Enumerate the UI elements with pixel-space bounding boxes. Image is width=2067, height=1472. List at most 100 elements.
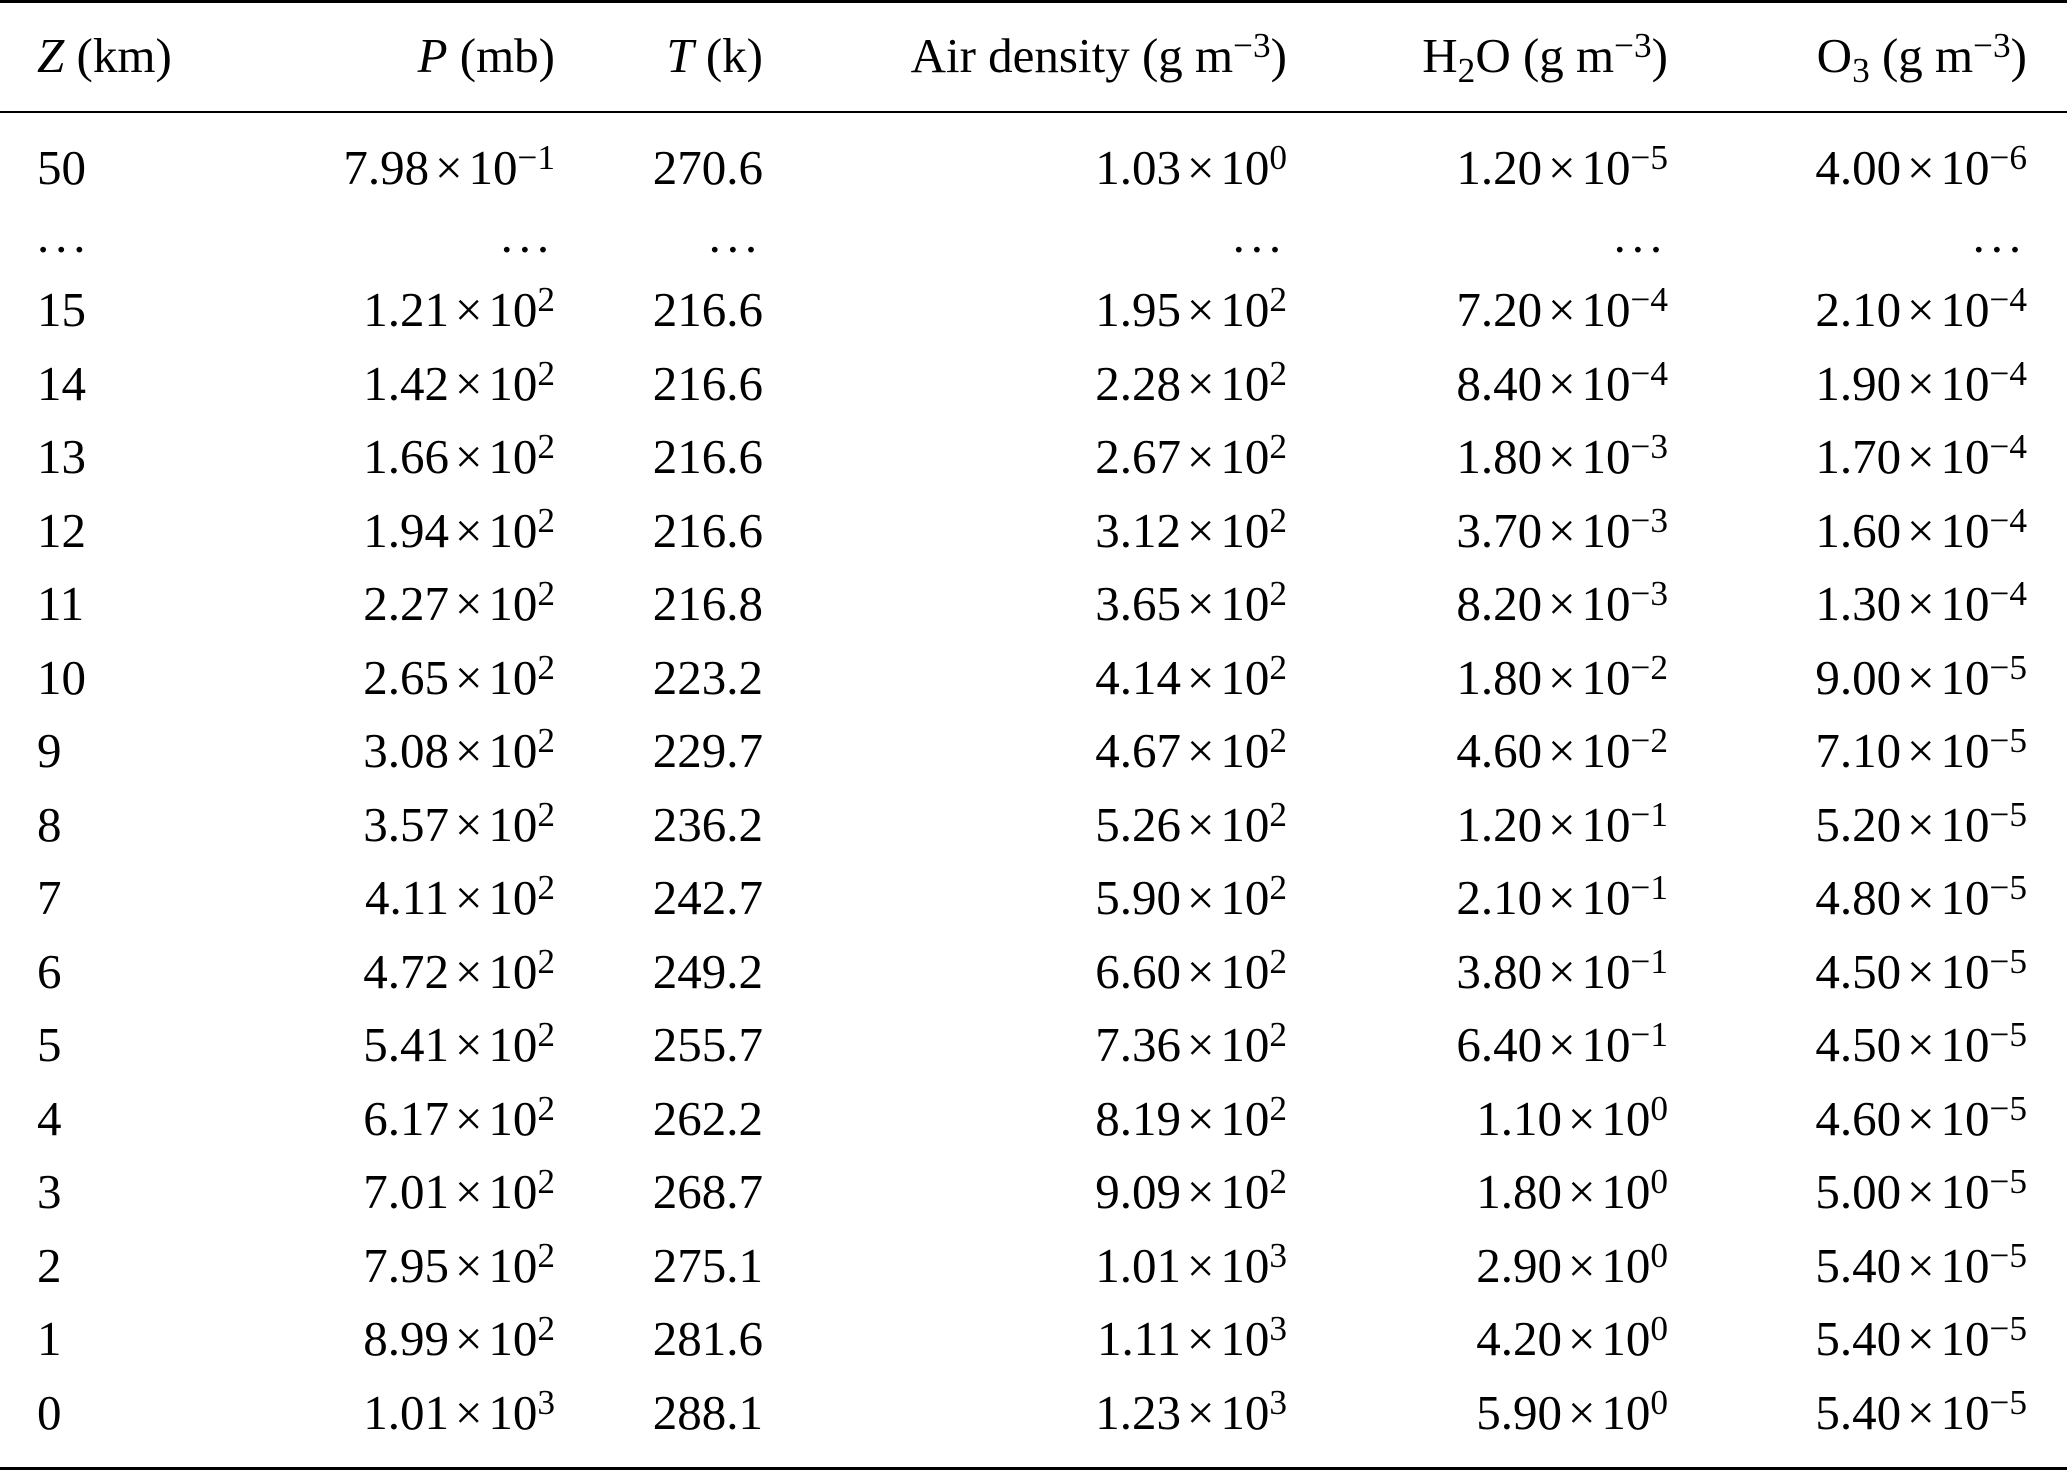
cell-z: 1 [37, 1311, 62, 1366]
cell-temperature: 216.6 [652, 429, 763, 484]
header-temperature: T (k) [666, 28, 763, 83]
cell-temperature: 255.7 [652, 1017, 763, 1072]
cell-air-density: 1.01 × 103 [1095, 1235, 1287, 1293]
cell-z: 50 [37, 140, 86, 195]
cell-z: 3 [37, 1164, 62, 1219]
cell-o3: 5.20 × 10−5 [1815, 794, 2027, 852]
table-row: 14 1.42 × 102 216.6 2.28 × 102 8.40 × 10−4 1.9… [0, 347, 2067, 421]
cell-pressure: 2.27 × 102 [363, 574, 555, 631]
cell-pressure: 1.94 × 102 [363, 500, 555, 558]
cell-o3: 5.40 × 10−5 [1815, 1309, 2027, 1366]
table-row: 2 7.95 × 102 275.1 1.01 × 103 2.90 × 100 5.40 ×… [0, 1229, 2067, 1303]
table-row: 12 1.94 × 102 216.6 3.12 × 102 3.70 × 10−3 1.6… [0, 494, 2067, 568]
header-row: Z (km) P (mb) T (k) Air density (g m−3) … [0, 19, 2067, 93]
cell-temperature: 216.6 [652, 502, 763, 558]
cell-pressure: 4.11 × 102 [365, 868, 555, 925]
cell-air-density: 9.09 × 102 [1095, 1162, 1287, 1219]
cell-temperature: 229.7 [652, 723, 763, 778]
cell-air-density: 1.23 × 103 [1095, 1382, 1287, 1440]
cell-temperature: 270.6 [652, 140, 763, 195]
table-row: 50 7.98 × 10−1 270.6 1.03 × 100 1.20 × 10−5 4.… [0, 131, 2067, 205]
cell-h2o: 4.60 × 10−2 [1456, 721, 1668, 778]
table-row: 10 2.65 × 102 223.2 4.14 × 102 1.80 × 10−2 9.0… [0, 641, 2067, 715]
cell-pressure: 1.01 × 103 [363, 1382, 555, 1440]
cell-z: 10 [37, 649, 86, 705]
cell-pressure: 7.01 × 102 [363, 1162, 555, 1219]
cell-z: 0 [37, 1384, 62, 1440]
cell-air-density: 1.03 × 100 [1095, 138, 1287, 195]
cell-pressure: 8.99 × 102 [363, 1309, 555, 1366]
cell-o3: 4.50 × 10−5 [1815, 1015, 2027, 1072]
cell-temperature: 216.8 [652, 576, 763, 631]
cell-pressure: 3.08 × 102 [363, 721, 555, 778]
cell-air-density: 6.60 × 102 [1095, 941, 1287, 999]
cell-air-density: 4.14 × 102 [1095, 647, 1287, 705]
header-h2o: H2O (g m−3) [1422, 26, 1668, 90]
cell-o3: 4.60 × 10−5 [1815, 1088, 2027, 1146]
cell-air-density: 2.67 × 102 [1095, 427, 1287, 484]
table-row: 1 8.99 × 102 281.6 1.11 × 103 4.20 × 100 5.40 ×… [0, 1302, 2067, 1376]
cell-pressure: 1.42 × 102 [363, 353, 555, 411]
header-z: Z (km) [37, 28, 172, 83]
cell-temperature: 268.7 [652, 1164, 763, 1219]
cell-h2o: 4.20 × 100 [1476, 1309, 1668, 1366]
cell-temperature: 216.6 [652, 282, 763, 337]
cell-temperature: 288.1 [652, 1384, 763, 1440]
cell-h2o: 2.10 × 10−1 [1456, 868, 1668, 925]
cell-temperature: 216.6 [652, 355, 763, 411]
ellipsis-air-density: ... [1232, 208, 1287, 263]
ellipsis-z: ... [37, 208, 92, 263]
table-row: 7 4.11 × 102 242.7 5.90 × 102 2.10 × 10−1 4.80… [0, 861, 2067, 935]
cell-air-density: 5.26 × 102 [1095, 794, 1287, 852]
cell-h2o: 1.80 × 100 [1476, 1162, 1668, 1219]
cell-o3: 2.10 × 10−4 [1815, 280, 2027, 337]
cell-o3: 5.00 × 10−5 [1815, 1162, 2027, 1219]
cell-h2o: 1.80 × 10−2 [1456, 647, 1668, 705]
cell-z: 4 [37, 1090, 62, 1146]
cell-o3: 1.60 × 10−4 [1815, 500, 2027, 558]
cell-h2o: 8.40 × 10−4 [1456, 353, 1668, 411]
cell-z: 14 [37, 355, 86, 411]
cell-o3: 1.70 × 10−4 [1815, 427, 2027, 484]
cell-temperature: 223.2 [652, 649, 763, 705]
cell-z: 7 [37, 870, 62, 925]
cell-z: 8 [37, 796, 62, 852]
cell-o3: 5.40 × 10−5 [1815, 1382, 2027, 1440]
ellipsis-o3: ... [1972, 208, 2027, 263]
cell-h2o: 1.10 × 100 [1476, 1088, 1668, 1146]
cell-air-density: 2.28 × 102 [1095, 353, 1287, 411]
header-rule [0, 111, 2067, 113]
cell-o3: 4.80 × 10−5 [1815, 868, 2027, 925]
cell-o3: 4.00 × 10−6 [1815, 138, 2027, 195]
table-row: 3 7.01 × 102 268.7 9.09 × 102 1.80 × 100 5.00 ×… [0, 1155, 2067, 1229]
cell-h2o: 2.90 × 100 [1476, 1235, 1668, 1293]
cell-o3: 1.90 × 10−4 [1815, 353, 2027, 411]
cell-o3: 7.10 × 10−5 [1815, 721, 2027, 778]
cell-air-density: 1.95 × 102 [1095, 280, 1287, 337]
cell-h2o: 3.70 × 10−3 [1456, 500, 1668, 558]
cell-o3: 5.40 × 10−5 [1815, 1235, 2027, 1293]
cell-h2o: 1.20 × 10−1 [1456, 794, 1668, 852]
cell-pressure: 7.95 × 102 [363, 1235, 555, 1293]
table-row: 5 5.41 × 102 255.7 7.36 × 102 6.40 × 10−1 4.50… [0, 1008, 2067, 1082]
cell-z: 11 [37, 576, 85, 631]
cell-z: 9 [37, 723, 62, 778]
ellipsis-pressure: ... [500, 208, 555, 263]
cell-temperature: 281.6 [652, 1311, 763, 1366]
cell-air-density: 7.36 × 102 [1095, 1015, 1287, 1072]
cell-pressure: 5.41 × 102 [363, 1015, 555, 1072]
cell-o3: 4.50 × 10−5 [1815, 941, 2027, 999]
cell-pressure: 7.98 × 10−1 [343, 138, 555, 195]
cell-h2o: 1.80 × 10−3 [1456, 427, 1668, 484]
bottom-rule [0, 1467, 2067, 1470]
cell-h2o: 8.20 × 10−3 [1456, 574, 1668, 631]
header-o3: O3 (g m−3) [1816, 26, 2027, 90]
cell-temperature: 249.2 [652, 943, 763, 999]
cell-z: 2 [37, 1237, 62, 1293]
table-row: 15 1.21 × 102 216.6 1.95 × 102 7.20 × 10−4 2.1… [0, 273, 2067, 347]
cell-air-density: 3.65 × 102 [1095, 574, 1287, 631]
ellipsis-h2o: ... [1613, 208, 1668, 263]
table-row: 0 1.01 × 103 288.1 1.23 × 103 5.90 × 100 5.40 ×… [0, 1376, 2067, 1450]
ellipsis-row: ... ... ... ... ... ... [0, 211, 2067, 261]
